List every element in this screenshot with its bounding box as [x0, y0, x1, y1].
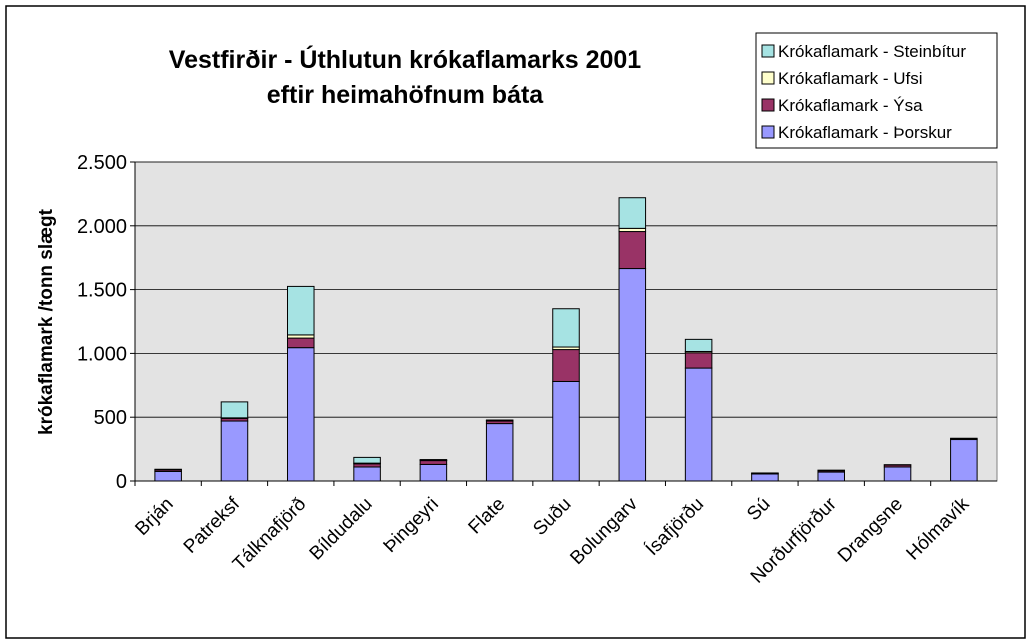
y-tick-label: 1.000 [77, 343, 127, 365]
bar-segment [817, 469, 845, 472]
legend-box [755, 32, 998, 149]
chart-title: Vestfirðir - Úthlutun krókaflamarks 2001 [169, 44, 641, 74]
y-tick-label: 500 [94, 407, 127, 429]
bar-segment [353, 466, 381, 482]
y-axis-title: krókaflamark /tonn slægt [36, 208, 57, 435]
legend-label: Krókaflamark - Þorskur [778, 123, 952, 142]
legend-swatch [761, 125, 775, 139]
bar-segment [618, 197, 647, 229]
legend-label: Krókaflamark - Ufsi [778, 69, 923, 88]
bar-segment [618, 268, 647, 482]
bar-segment [220, 401, 249, 419]
bar-segment [485, 419, 514, 422]
bar-segment [684, 352, 713, 369]
y-tick-label: 0 [116, 471, 127, 493]
bar-segment [154, 470, 182, 482]
bar-segment [684, 367, 713, 482]
bar-segment [751, 473, 779, 482]
bar-segment [419, 459, 448, 461]
bar-segment [950, 437, 978, 440]
bar-segment [552, 380, 580, 482]
bar-segment [883, 466, 912, 482]
legend-label: Krókaflamark - Ýsa [778, 96, 923, 115]
bar-segment [684, 338, 713, 352]
bar-segment [419, 460, 448, 465]
legend-swatch [761, 71, 775, 85]
bar-segment [220, 420, 249, 482]
bar-segment [485, 423, 514, 482]
y-tick-label: 2.000 [77, 216, 127, 238]
bar-segment [552, 308, 580, 348]
bar-segment [950, 439, 978, 482]
bar-segment [287, 347, 315, 482]
y-tick-label: 1.500 [77, 280, 127, 302]
bar-segment [817, 471, 845, 482]
legend-swatch [761, 98, 775, 112]
chart-title: eftir heimahöfnum báta [267, 81, 545, 109]
y-tick-label: 2.500 [77, 152, 127, 174]
bar-segment [618, 231, 647, 270]
bar-segment [287, 285, 315, 336]
legend-swatch [761, 44, 775, 58]
bar-segment [552, 349, 580, 382]
bar-segment [287, 337, 315, 349]
bar-segment [419, 463, 448, 482]
bar-segment [353, 456, 381, 464]
bar-segment [154, 468, 182, 471]
legend-label: Krókaflamark - Steinbítur [778, 42, 966, 61]
